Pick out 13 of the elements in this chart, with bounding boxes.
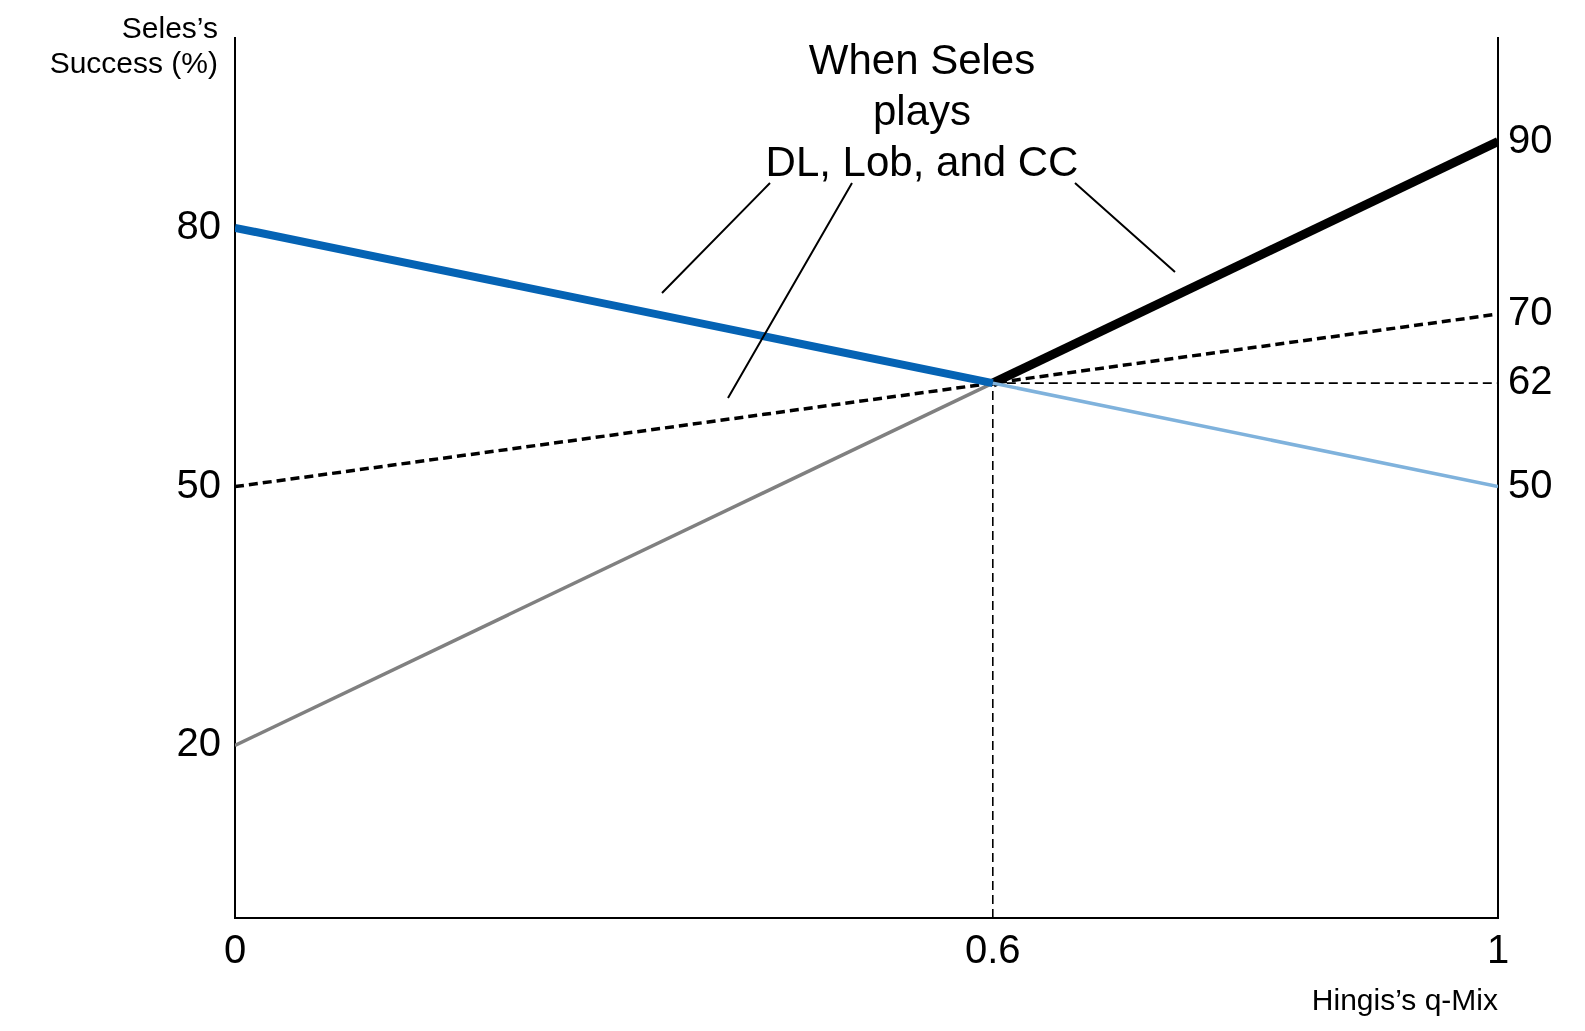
y2-tick-label: 70 (1508, 289, 1553, 334)
x-tick-label: 0 (223, 927, 247, 972)
y-tick-label: 80 (176, 202, 221, 247)
y-tick-label: 20 (176, 720, 221, 765)
y-tick-label: 50 (176, 461, 221, 506)
y2-tick-label: 62 (1508, 358, 1553, 403)
annotation: When Seles plays DL, Lob, and CC (765, 36, 1079, 185)
y2-tick-label: 90 (1508, 116, 1553, 161)
y2-tick-label: 50 (1508, 461, 1553, 506)
x-axis-title: Hingis’s q-Mix (1311, 983, 1498, 1016)
x-tick-label: 1 (1486, 927, 1510, 972)
y-axis-title: Seles’s Success (%) (49, 11, 218, 79)
x-tick-label: 0.6 (965, 927, 1021, 972)
